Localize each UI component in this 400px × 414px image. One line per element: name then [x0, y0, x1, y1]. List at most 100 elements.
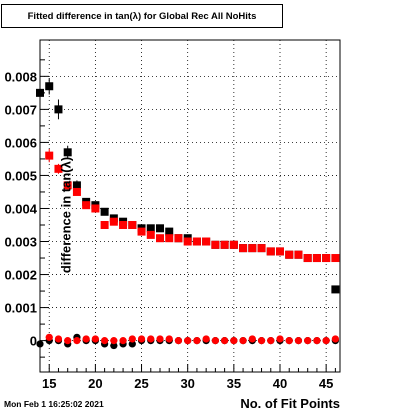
- data-point-square: [63, 181, 72, 190]
- x-tick-label: 25: [134, 376, 148, 391]
- data-point-circle: [221, 337, 229, 345]
- data-point-square: [248, 244, 257, 253]
- y-tick-label: 0.003: [4, 235, 37, 250]
- data-point-circle: [110, 337, 118, 345]
- y-tick-label: 0.006: [4, 135, 37, 150]
- y-axis-label: difference in tan(λ): [58, 156, 74, 274]
- x-tick-label: 15: [42, 376, 56, 391]
- data-point-square: [322, 254, 331, 263]
- data-point-circle: [147, 335, 155, 343]
- data-point-square: [165, 227, 174, 236]
- x-tick-label: 40: [273, 376, 287, 391]
- data-point-square: [183, 237, 192, 246]
- data-point-circle: [54, 335, 63, 343]
- data-point-square: [331, 285, 340, 294]
- data-point-circle: [257, 337, 266, 345]
- data-point-square: [54, 164, 63, 173]
- data-point-square: [276, 247, 284, 256]
- data-point-square: [91, 204, 100, 213]
- data-point-square: [119, 220, 128, 229]
- data-point-square: [285, 250, 294, 259]
- data-point-square: [100, 207, 109, 216]
- x-tick-label: 20: [88, 376, 102, 391]
- data-point-circle: [202, 335, 210, 343]
- data-point-square: [146, 230, 155, 239]
- grid-lines: [40, 40, 340, 372]
- data-point-circle: [276, 335, 284, 343]
- x-tick-label: 30: [180, 376, 194, 391]
- data-point-square: [202, 237, 211, 246]
- data-point-circle: [101, 337, 109, 345]
- data-point-circle: [230, 337, 238, 345]
- data-point-circle: [165, 335, 173, 343]
- data-point-circle: [110, 341, 118, 350]
- x-tick-label: 35: [227, 376, 241, 391]
- data-point-circle: [45, 333, 53, 341]
- data-point-circle: [184, 337, 192, 345]
- data-point-square: [156, 234, 164, 243]
- data-point-circle: [239, 337, 247, 345]
- data-point-square: [331, 254, 340, 263]
- data-point-square: [192, 237, 201, 246]
- data-point-square: [312, 254, 321, 263]
- data-point-square: [220, 240, 229, 249]
- y-tick-label: 0.004: [4, 201, 37, 216]
- data-point-circle: [137, 335, 146, 343]
- data-point-circle: [211, 337, 219, 345]
- data-point-circle: [331, 335, 339, 343]
- series-0: [36, 77, 340, 294]
- data-point-circle: [322, 337, 330, 345]
- data-point-square: [63, 148, 72, 157]
- data-point-square: [257, 244, 266, 253]
- data-point-circle: [64, 337, 72, 345]
- data-point-square: [174, 234, 183, 243]
- data-point-circle: [156, 335, 164, 343]
- data-point-circle: [248, 335, 256, 343]
- y-tick-label: 0.005: [4, 168, 37, 183]
- data-point-circle: [285, 337, 293, 345]
- data-point-circle: [119, 337, 127, 345]
- data-point-square: [82, 201, 91, 210]
- series-1: [45, 149, 340, 263]
- y-tick-label: 0.002: [4, 268, 37, 283]
- data-point-square: [45, 82, 54, 91]
- chart-title: Fitted difference in tan(λ) for Global R…: [1, 4, 283, 28]
- data-markers: [36, 77, 340, 350]
- data-point-square: [266, 247, 275, 256]
- data-point-circle: [82, 335, 90, 343]
- data-point-square: [303, 254, 312, 263]
- data-point-circle: [313, 337, 321, 345]
- x-axis-label: No. of Fit Points: [240, 396, 340, 411]
- data-point-square: [128, 220, 137, 229]
- data-point-circle: [73, 337, 81, 345]
- timestamp: Mon Feb 1 16:25:02 2021: [4, 399, 104, 409]
- x-tick-label: 45: [319, 376, 333, 391]
- y-tick-label: 0.007: [4, 102, 37, 117]
- data-point-square: [45, 151, 54, 160]
- data-point-square: [36, 88, 44, 97]
- data-point-square: [211, 240, 220, 249]
- y-tick-label: 0: [30, 334, 37, 349]
- data-point-circle: [174, 337, 183, 345]
- axis-ticks: 15 20 25 30 35 40 45 0 0.001 0.002 0.003 0.004 0.005…: [4, 59, 336, 391]
- data-point-square: [100, 220, 109, 229]
- plot-frame: [39, 39, 341, 373]
- data-point-square: [137, 227, 146, 236]
- data-point-circle: [91, 335, 99, 343]
- data-point-square: [109, 217, 118, 226]
- data-point-square: [72, 181, 81, 190]
- data-point-circle: [304, 337, 312, 345]
- data-point-square: [294, 250, 303, 259]
- data-point-circle: [128, 335, 136, 343]
- data-point-circle: [193, 337, 201, 345]
- data-point-circle: [294, 337, 303, 345]
- data-point-square: [146, 224, 155, 233]
- y-tick-label: 0.008: [4, 69, 37, 84]
- y-tick-label: 0.001: [4, 301, 37, 316]
- series-3: [45, 333, 339, 345]
- data-point-square: [54, 105, 63, 114]
- axes-frame: [39, 39, 341, 373]
- data-point-circle: [267, 337, 275, 345]
- data-point-square: [239, 244, 248, 253]
